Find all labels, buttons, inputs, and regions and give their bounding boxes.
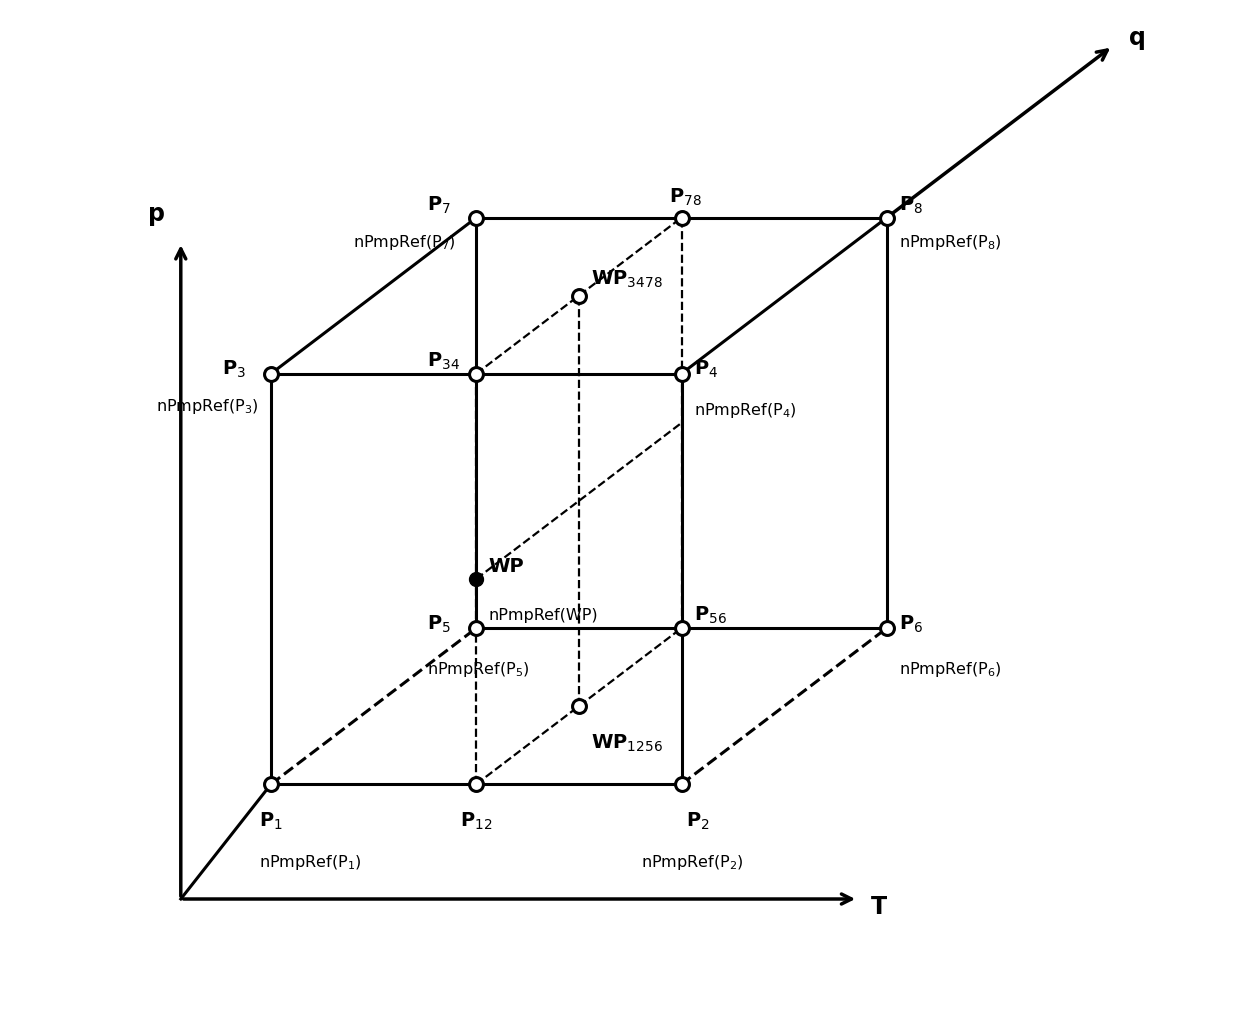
Text: P$_3$: P$_3$ xyxy=(222,359,246,380)
Text: nPmpRef(WP): nPmpRef(WP) xyxy=(489,608,598,624)
Text: WP$_{1256}$: WP$_{1256}$ xyxy=(591,732,663,753)
Text: nPmpRef(P$_8$): nPmpRef(P$_8$) xyxy=(899,233,1002,251)
Text: P$_1$: P$_1$ xyxy=(259,810,283,831)
Text: nPmpRef(P$_2$): nPmpRef(P$_2$) xyxy=(641,853,743,872)
Text: P$_{56}$: P$_{56}$ xyxy=(694,605,727,627)
Text: nPmpRef(P$_3$): nPmpRef(P$_3$) xyxy=(156,396,259,416)
Text: P$_2$: P$_2$ xyxy=(686,810,709,831)
Text: P$_4$: P$_4$ xyxy=(694,359,718,380)
Text: WP$_{3478}$: WP$_{3478}$ xyxy=(591,269,663,290)
Text: P$_{12}$: P$_{12}$ xyxy=(460,810,492,831)
Text: nPmpRef(P$_1$): nPmpRef(P$_1$) xyxy=(259,853,361,872)
Text: P$_8$: P$_8$ xyxy=(899,195,924,216)
Text: nPmpRef(P$_7$): nPmpRef(P$_7$) xyxy=(353,233,456,251)
Text: nPmpRef(P$_6$): nPmpRef(P$_6$) xyxy=(899,660,1002,678)
Text: q: q xyxy=(1128,25,1146,50)
Text: P$_{34}$: P$_{34}$ xyxy=(427,351,460,372)
Text: nPmpRef(P$_5$): nPmpRef(P$_5$) xyxy=(427,660,529,678)
Text: T: T xyxy=(870,895,887,920)
Text: p: p xyxy=(148,202,165,226)
Text: nPmpRef(P$_4$): nPmpRef(P$_4$) xyxy=(694,402,796,420)
Text: WP: WP xyxy=(489,557,525,576)
Text: P$_{78}$: P$_{78}$ xyxy=(670,187,702,208)
Text: P$_6$: P$_6$ xyxy=(899,613,924,635)
Text: P$_7$: P$_7$ xyxy=(427,195,451,216)
Text: P$_5$: P$_5$ xyxy=(427,613,451,635)
